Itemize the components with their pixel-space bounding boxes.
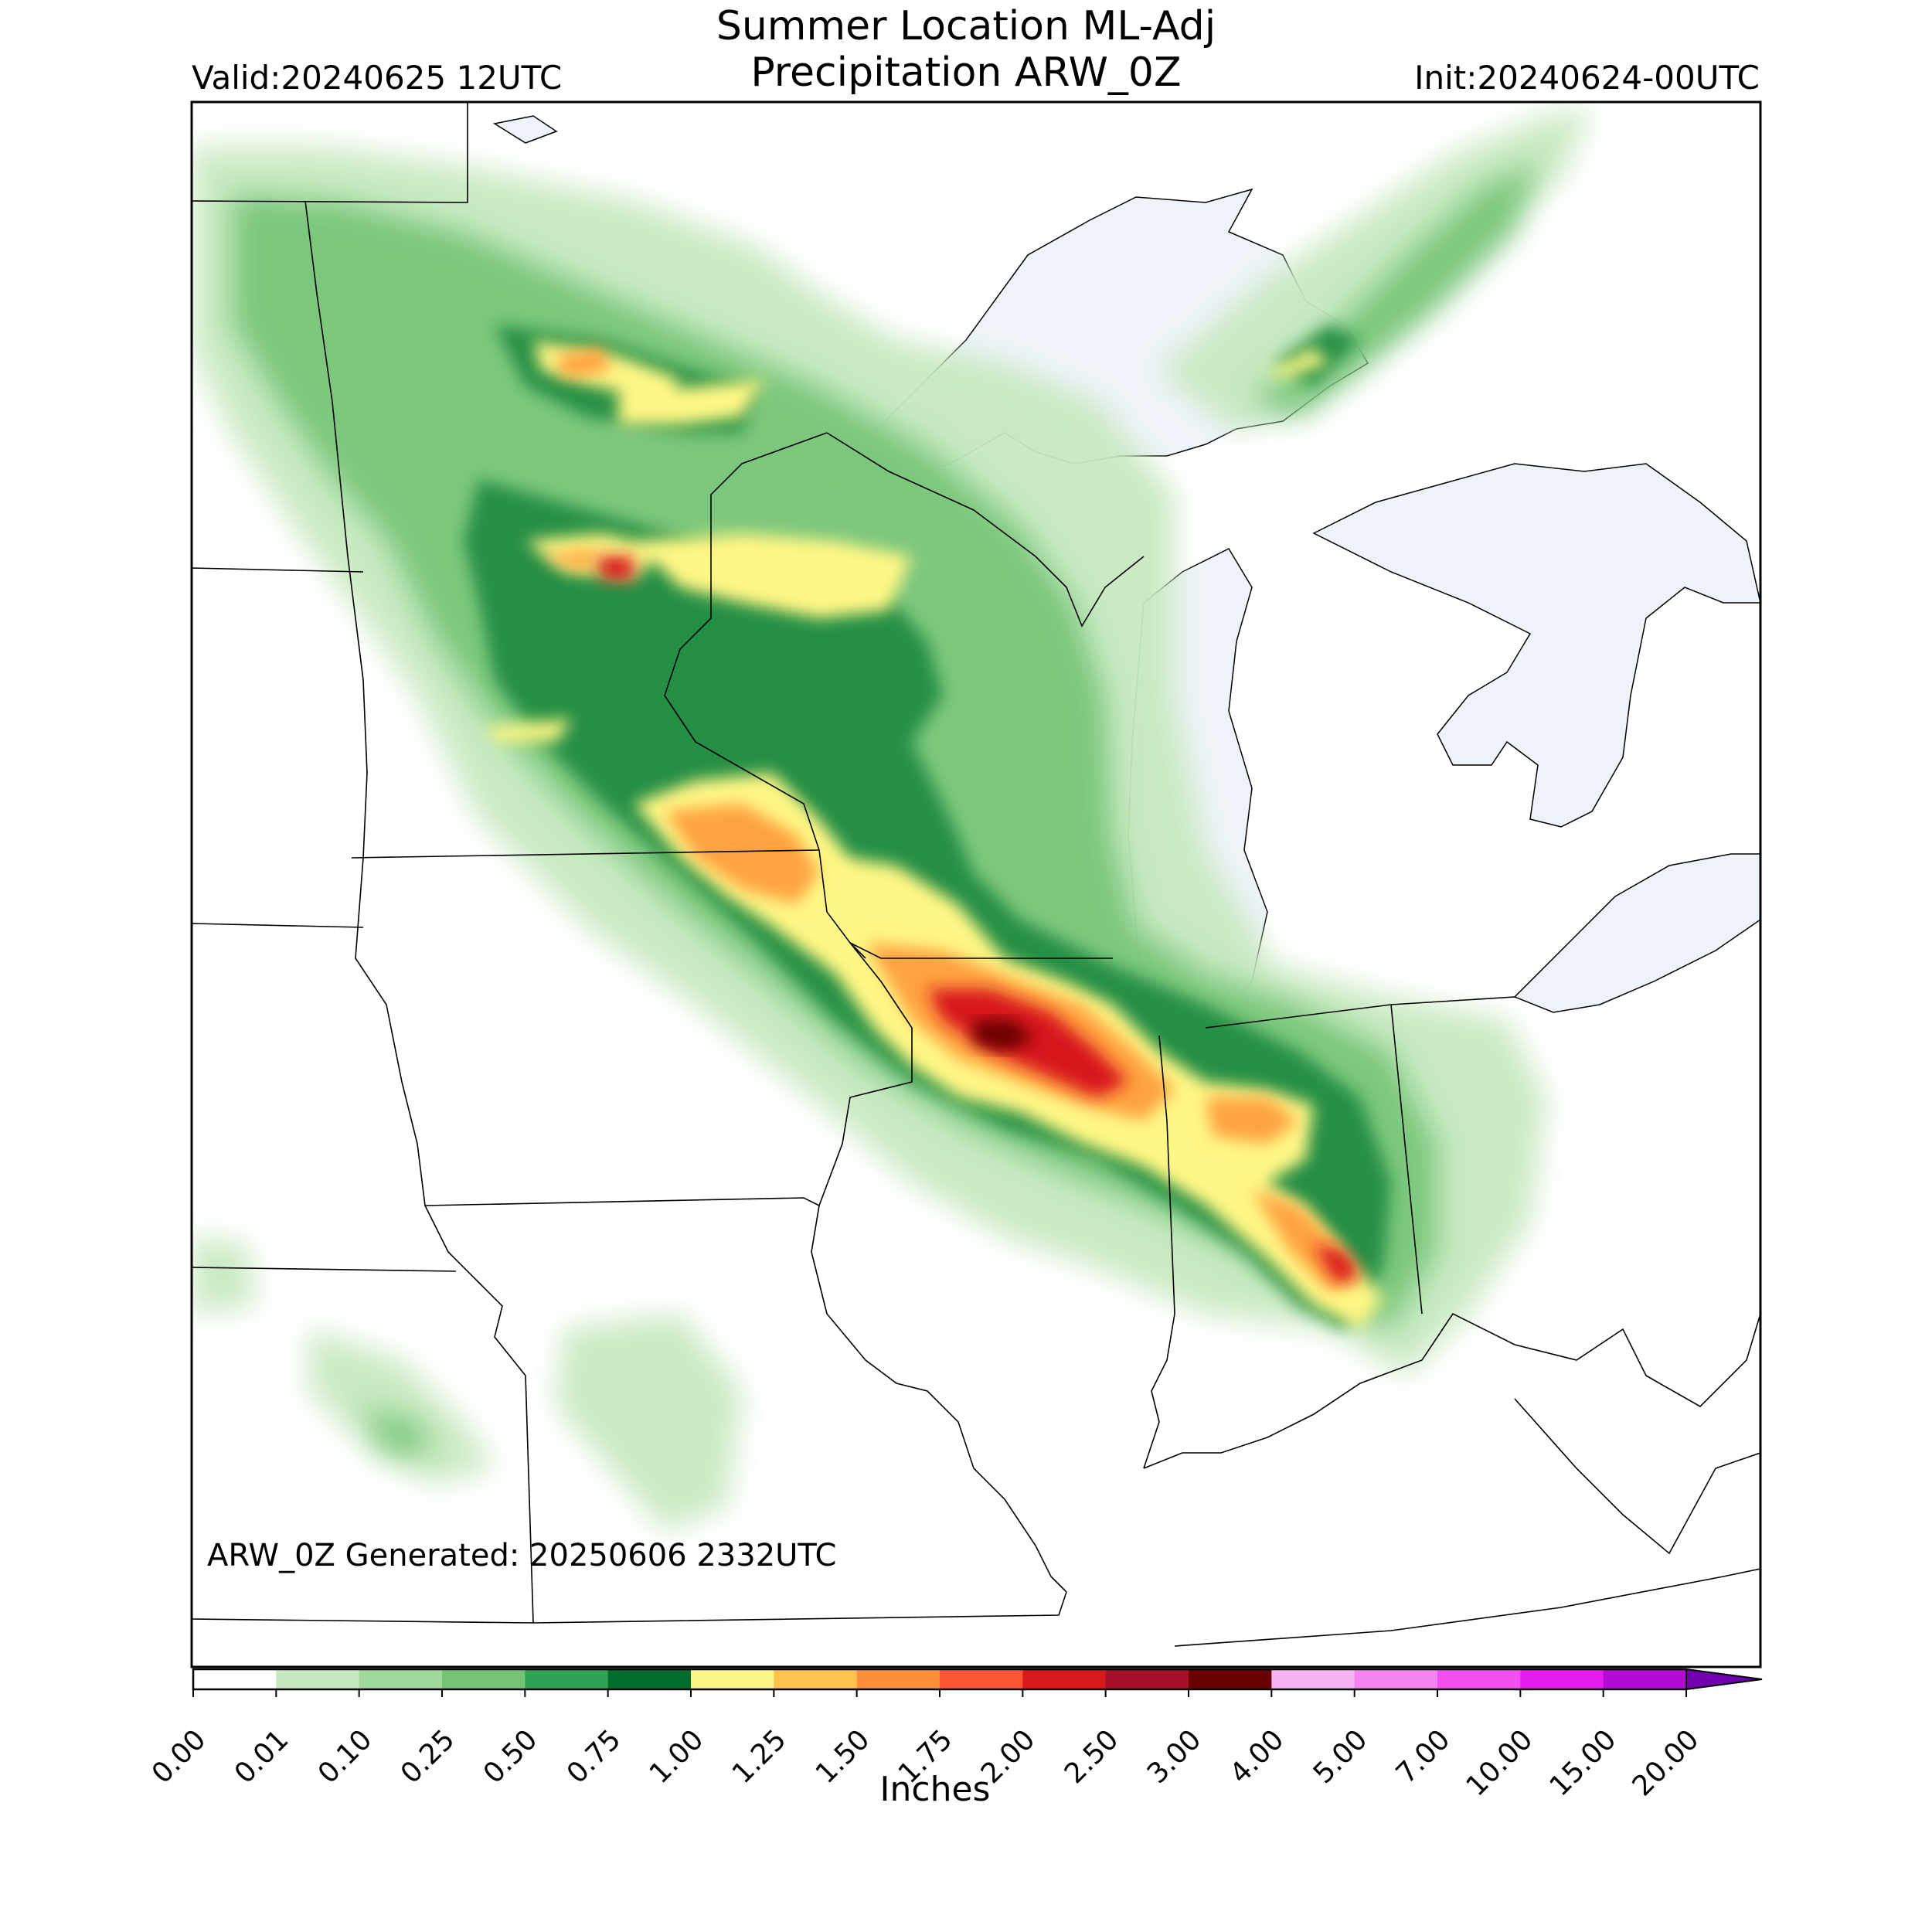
- colorbar-swatch: [940, 1669, 1023, 1689]
- precipitation-field: [192, 108, 1592, 1530]
- colorbar-swatch: [691, 1669, 774, 1689]
- lake-small-nw: [493, 115, 558, 144]
- precip-darkred: [974, 1020, 1036, 1051]
- colorbar-swatch: [1520, 1669, 1604, 1689]
- mn-nd-border: [304, 200, 368, 859]
- colorbar-swatch: [774, 1669, 858, 1689]
- sd-ne-border: [192, 923, 364, 928]
- il-ia-border: [818, 942, 913, 1206]
- lake-erie: [1513, 853, 1760, 1013]
- generated-note: ARW_0Z Generated: 20250606 2332UTC: [207, 1538, 837, 1573]
- in-oh-border: [1390, 1004, 1423, 1315]
- chart-title-line2: Precipitation ARW_0Z: [750, 49, 1182, 96]
- colorbar-label: Inches: [879, 1770, 991, 1809]
- ks-ok-border: [192, 1618, 534, 1624]
- colorbar-swatch: [1437, 1669, 1521, 1689]
- ia-wi-il-border: [849, 942, 1113, 959]
- colorbar-swatch: [1105, 1669, 1189, 1689]
- init-time: Init:20240624-00UTC: [1414, 59, 1760, 97]
- il-in-border: [1143, 1035, 1175, 1469]
- wi-mi-up-border: [826, 432, 1145, 628]
- colorbar-swatch: [1603, 1669, 1687, 1689]
- mi-in-oh-border: [1205, 996, 1515, 1029]
- colorbar-swatch: [1189, 1669, 1272, 1689]
- ne-ks-border: [192, 1267, 457, 1272]
- colorbar-extend-arrow: [1685, 1668, 1763, 1691]
- valid-time: Valid:20240625 12UTC: [192, 59, 563, 97]
- state-boundaries: [192, 102, 1760, 1647]
- colorbar-swatch: [856, 1669, 940, 1689]
- colorbar-swatch: [525, 1669, 609, 1689]
- ky-wv-border: [1514, 1398, 1760, 1555]
- mo-ne-ks: [355, 857, 534, 1624]
- ky-tn-border: [1174, 1568, 1760, 1647]
- colorbar-swatch: [276, 1669, 360, 1689]
- precip-red: [595, 556, 1360, 1283]
- colorbar-swatch: [442, 1669, 526, 1689]
- mo-ar-border: [532, 1591, 1067, 1624]
- canada-us-border: [192, 102, 468, 203]
- ia-mn-border: [351, 849, 820, 859]
- colorbar-swatch: [1022, 1669, 1107, 1689]
- map-frame: [190, 100, 1762, 1668]
- lake-huron: [1312, 463, 1760, 828]
- mn-wi-border: [664, 432, 866, 959]
- colorbar-swatch: [193, 1669, 277, 1689]
- nd-sd-border: [192, 567, 364, 573]
- colorbar: [192, 1668, 1763, 1697]
- colorbar-swatch: [359, 1669, 443, 1689]
- colorbar-swatch: [1271, 1669, 1355, 1689]
- il-mo-border: [811, 1205, 1067, 1593]
- colorbar-swatch: [1354, 1669, 1438, 1689]
- ia-mo-border: [424, 1197, 820, 1206]
- ohio-river: [1143, 1312, 1760, 1469]
- colorbar-swatch: [607, 1669, 692, 1689]
- chart-title-line1: Summer Location ML-Adj: [716, 3, 1216, 49]
